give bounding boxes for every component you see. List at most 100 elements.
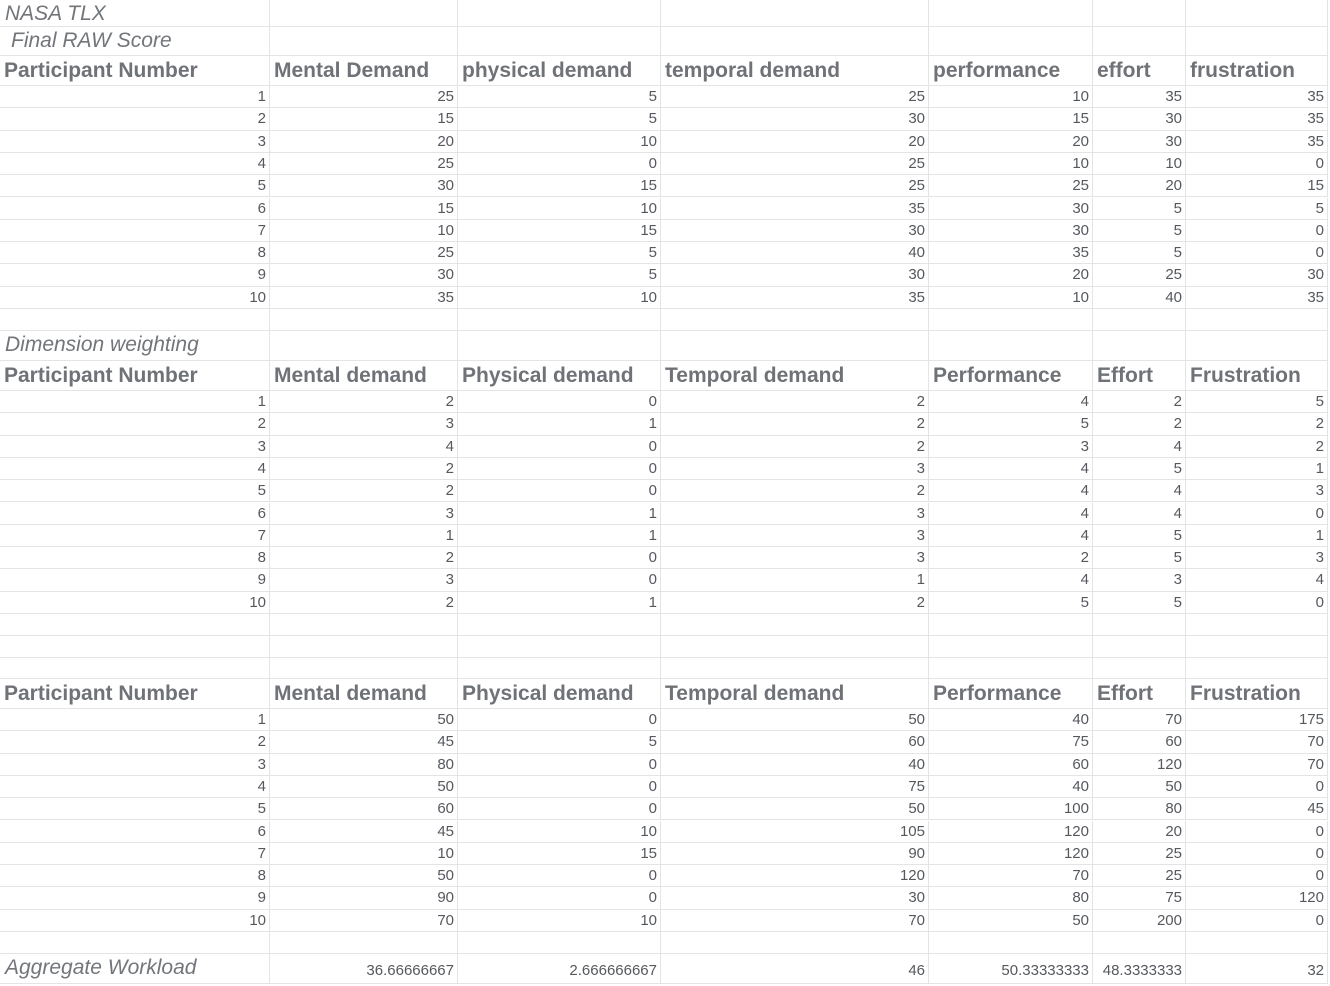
value-cell[interactable]: 5 [458,731,661,754]
value-cell[interactable]: 0 [1186,820,1328,843]
value-cell[interactable]: 15 [270,108,458,131]
column-header[interactable]: Frustration [1186,361,1328,391]
cell[interactable] [1186,309,1328,331]
value-cell[interactable]: 40 [929,709,1093,732]
value-cell[interactable]: 10 [929,286,1093,309]
participant-number-cell[interactable]: 2 [0,108,270,131]
value-cell[interactable]: 10 [458,197,661,220]
value-cell[interactable]: 3 [1186,480,1328,503]
cell[interactable] [458,614,661,636]
value-cell[interactable]: 40 [661,242,929,265]
participant-number-cell[interactable]: 10 [0,909,270,932]
value-cell[interactable]: 30 [1186,264,1328,287]
value-cell[interactable]: 120 [1093,753,1186,776]
column-header[interactable]: Mental demand [270,679,458,709]
section-label[interactable]: Dimension weighting [0,331,270,361]
value-cell[interactable]: 0 [458,887,661,910]
value-cell[interactable]: 50 [929,909,1093,932]
value-cell[interactable]: 30 [661,264,929,287]
cell[interactable] [661,331,929,361]
value-cell[interactable]: 4 [270,435,458,458]
cell[interactable] [661,27,929,56]
value-cell[interactable]: 0 [1186,865,1328,888]
cell[interactable] [929,636,1093,658]
value-cell[interactable]: 2 [270,480,458,503]
value-cell[interactable]: 35 [661,286,929,309]
value-cell[interactable]: 2 [270,457,458,481]
value-cell[interactable]: 20 [661,130,929,153]
cell[interactable] [1093,27,1186,56]
value-cell[interactable]: 120 [929,820,1093,843]
value-cell[interactable]: 2 [661,435,929,458]
value-cell[interactable]: 4 [929,502,1093,525]
column-header[interactable]: Physical demand [458,679,661,709]
column-header[interactable]: Temporal demand [661,361,929,391]
column-header[interactable]: Participant Number [0,679,270,709]
aggregate-value-cell[interactable]: 48.3333333 [1093,954,1186,984]
value-cell[interactable]: 0 [458,865,661,888]
value-cell[interactable]: 3 [929,435,1093,458]
value-cell[interactable]: 2 [1186,413,1328,436]
value-cell[interactable]: 120 [661,865,929,888]
column-header[interactable]: Participant Number [0,361,270,391]
value-cell[interactable]: 5 [1186,197,1328,220]
cell[interactable] [1093,0,1186,27]
value-cell[interactable]: 15 [270,197,458,220]
cell[interactable] [1186,658,1328,679]
cell[interactable] [458,331,661,361]
cell[interactable] [661,636,929,658]
cell[interactable] [270,309,458,331]
value-cell[interactable]: 5 [1093,242,1186,265]
cell[interactable] [1186,331,1328,361]
participant-number-cell[interactable]: 2 [0,731,270,754]
value-cell[interactable]: 15 [458,175,661,198]
cell[interactable] [270,658,458,679]
value-cell[interactable]: 90 [270,887,458,910]
cell[interactable] [0,614,270,636]
value-cell[interactable]: 70 [270,909,458,932]
participant-number-cell[interactable]: 10 [0,286,270,309]
column-header[interactable]: Performance [929,361,1093,391]
cell[interactable] [929,331,1093,361]
value-cell[interactable]: 10 [270,219,458,243]
value-cell[interactable]: 3 [270,502,458,525]
value-cell[interactable]: 0 [458,798,661,821]
cell[interactable] [270,331,458,361]
value-cell[interactable]: 45 [270,820,458,843]
value-cell[interactable]: 10 [929,86,1093,109]
value-cell[interactable]: 2 [1093,391,1186,414]
value-cell[interactable]: 35 [1186,130,1328,153]
value-cell[interactable]: 70 [1093,709,1186,732]
value-cell[interactable]: 3 [661,524,929,548]
column-header[interactable]: Physical demand [458,361,661,391]
value-cell[interactable]: 0 [458,775,661,799]
value-cell[interactable]: 60 [270,798,458,821]
value-cell[interactable]: 50 [270,775,458,799]
value-cell[interactable]: 1 [1186,457,1328,481]
value-cell[interactable]: 50 [270,709,458,732]
value-cell[interactable]: 25 [270,152,458,176]
cell[interactable] [661,309,929,331]
value-cell[interactable]: 50 [661,798,929,821]
value-cell[interactable]: 25 [929,175,1093,198]
value-cell[interactable]: 30 [929,197,1093,220]
value-cell[interactable]: 1 [458,524,661,548]
value-cell[interactable]: 35 [661,197,929,220]
value-cell[interactable]: 5 [458,264,661,287]
value-cell[interactable]: 2 [270,591,458,614]
value-cell[interactable]: 35 [929,242,1093,265]
value-cell[interactable]: 80 [1093,798,1186,821]
value-cell[interactable]: 50 [1093,775,1186,799]
column-header[interactable]: temporal demand [661,56,929,86]
cell[interactable] [1093,309,1186,331]
value-cell[interactable]: 5 [1093,547,1186,570]
participant-number-cell[interactable]: 9 [0,887,270,910]
value-cell[interactable]: 10 [270,842,458,866]
value-cell[interactable]: 0 [1186,242,1328,265]
cell[interactable] [661,614,929,636]
value-cell[interactable]: 75 [661,775,929,799]
cell[interactable] [458,636,661,658]
value-cell[interactable]: 20 [929,264,1093,287]
value-cell[interactable]: 80 [270,753,458,776]
cell[interactable] [929,0,1093,27]
